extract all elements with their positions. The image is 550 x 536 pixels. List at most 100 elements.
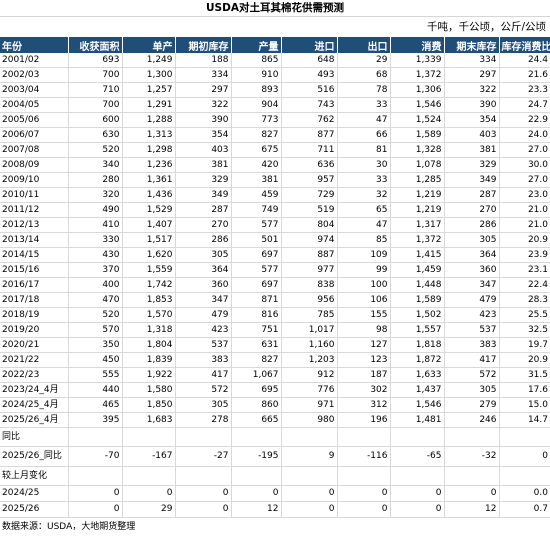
table-cell: 12 (231, 501, 282, 518)
table-cell: 710 (68, 82, 123, 98)
table-cell: 1,306 (390, 82, 445, 98)
column-header: 单产 (122, 37, 176, 53)
table-cell: 400 (68, 277, 123, 293)
table-cell: 838 (281, 277, 338, 293)
table-cell: 465 (68, 397, 123, 413)
table-cell: 29 (122, 501, 176, 518)
table-row: 2018/19 520 1,570 479 816 785 155 1,502 423 25.5 (0, 307, 550, 323)
table-cell: 1,557 (390, 322, 445, 338)
table-cell: 693 (68, 53, 123, 68)
table-cell: 1,546 (390, 397, 445, 413)
table-cell: 0 (231, 485, 282, 502)
table-cell: 577 (231, 217, 282, 233)
table-cell: 0 (175, 485, 232, 502)
row-label: 2025/26_同比 (0, 446, 69, 467)
table-row: 2021/22 450 1,839 383 827 1,203 123 1,872 417 20.… (0, 352, 550, 368)
table-row: 2013/14 330 1,517 286 501 974 85 1,372 305 20.9 (0, 232, 550, 248)
table-cell: 1,317 (390, 217, 445, 233)
supply-demand-table: 年份 收获面积 单产 期初库存 产量 进口 出口 消费 期末库存 库存消费比 2001/02 693… (0, 37, 550, 518)
empty-cell (122, 466, 176, 486)
table-cell: 0.0 (499, 485, 550, 502)
table-cell: 347 (175, 292, 232, 308)
table-cell: 390 (444, 97, 500, 113)
report-title: USDA对土耳其棉花供需预测 (206, 2, 344, 14)
table-cell: 1,328 (390, 142, 445, 158)
table-cell: 1,524 (390, 112, 445, 128)
row-label: 2015/16 (0, 262, 69, 278)
table-cell: 349 (444, 172, 500, 188)
table-cell: 440 (68, 382, 123, 398)
table-row: 2001/02 693 1,249 188 865 648 29 1,339 334 24.4 (0, 53, 550, 68)
row-label: 2010/11 (0, 187, 69, 203)
table-cell: -27 (175, 446, 232, 467)
table-cell: 1,839 (122, 352, 176, 368)
table-cell: 1,580 (122, 382, 176, 398)
table-cell: 68 (337, 67, 391, 83)
table-cell: 23.9 (499, 247, 550, 263)
table-cell: 14.7 (499, 412, 550, 428)
table-cell: 27.0 (499, 142, 550, 158)
table-cell: 30.0 (499, 157, 550, 173)
empty-cell (337, 427, 391, 447)
table-cell: 347 (444, 277, 500, 293)
table-cell: 334 (444, 53, 500, 68)
table-row: 2023/24_4月 440 1,580 572 695 776 302 1,437 305 17… (0, 382, 550, 398)
table-cell: 106 (337, 292, 391, 308)
table-cell: 32.5 (499, 322, 550, 338)
table-cell: 334 (175, 67, 232, 83)
table-cell: 24.7 (499, 97, 550, 113)
table-cell: 287 (444, 187, 500, 203)
table-cell: 1,589 (390, 127, 445, 143)
table-cell: 636 (281, 157, 338, 173)
table-cell: 279 (444, 397, 500, 413)
table-row: 2019/20 570 1,318 423 751 1,017 98 1,557 537 32.5 (0, 322, 550, 338)
table-cell: 1,318 (122, 322, 176, 338)
table-cell: 417 (175, 367, 232, 383)
table-cell: 390 (175, 112, 232, 128)
table-cell: 493 (281, 67, 338, 83)
table-cell: 0 (337, 485, 391, 502)
table-cell: 383 (175, 352, 232, 368)
table-cell: 0 (281, 501, 338, 518)
table-cell: 537 (444, 322, 500, 338)
table-cell: 697 (231, 247, 282, 263)
table-cell: 1,872 (390, 352, 445, 368)
column-header: 库存消费比 (499, 37, 550, 53)
table-cell: -167 (122, 446, 176, 467)
row-label: 2019/20 (0, 322, 69, 338)
table-cell: 24.4 (499, 53, 550, 68)
table-cell: 330 (68, 232, 123, 248)
row-label: 2014/15 (0, 247, 69, 263)
column-header: 进口 (281, 37, 338, 53)
table-row: 2004/05 700 1,291 322 904 743 33 1,546 390 24.7 (0, 97, 550, 113)
table-cell: -32 (444, 446, 500, 467)
table-cell: 675 (231, 142, 282, 158)
table-cell: 711 (281, 142, 338, 158)
table-cell: 479 (444, 292, 500, 308)
table-cell: 1,559 (122, 262, 176, 278)
table-cell: 865 (231, 53, 282, 68)
empty-cell (231, 427, 282, 447)
table-cell: 827 (231, 127, 282, 143)
table-cell: 1,249 (122, 53, 176, 68)
table-cell: 381 (231, 172, 282, 188)
table-cell: 729 (281, 187, 338, 203)
table-cell: 1,257 (122, 82, 176, 98)
section-row: 较上月变化 (0, 466, 550, 486)
table-row: 2003/04 710 1,257 297 893 516 78 1,306 322 23.3 (0, 82, 550, 98)
table-cell: 246 (444, 412, 500, 428)
table-cell: 520 (68, 142, 123, 158)
empty-cell (444, 466, 500, 486)
table-cell: 423 (444, 307, 500, 323)
table-cell: 47 (337, 217, 391, 233)
table-row: 2009/10 280 1,361 329 381 957 33 1,285 349 27.0 (0, 172, 550, 188)
table-cell: 743 (281, 97, 338, 113)
table-cell: 977 (281, 262, 338, 278)
empty-cell (281, 466, 338, 486)
table-cell: 516 (281, 82, 338, 98)
table-cell: 27.0 (499, 172, 550, 188)
table-cell: 395 (68, 412, 123, 428)
table-cell: 910 (231, 67, 282, 83)
table-cell: 555 (68, 367, 123, 383)
